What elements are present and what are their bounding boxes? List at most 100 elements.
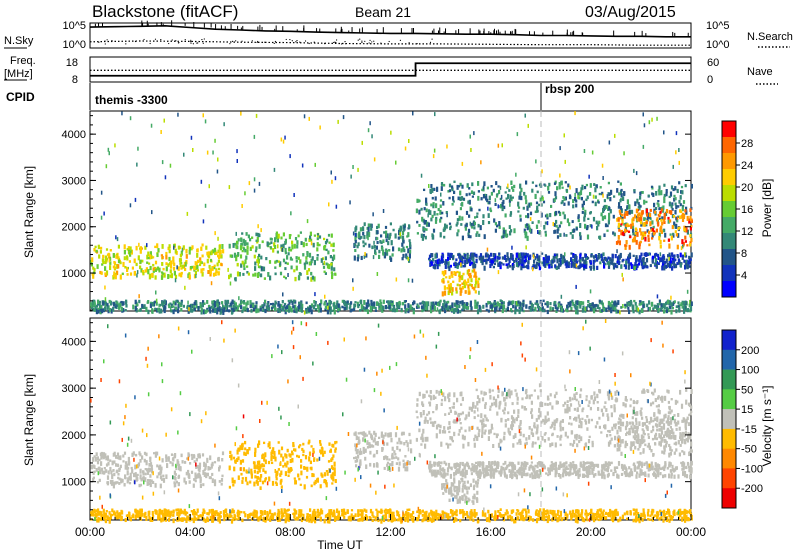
power-cell — [572, 261, 575, 266]
power-cell — [236, 271, 240, 277]
power-cell — [669, 219, 672, 223]
power-cell — [652, 307, 655, 311]
power-cell — [422, 233, 425, 238]
power-cell-noise — [420, 173, 423, 178]
power-cell — [400, 309, 403, 313]
velocity-cell — [254, 452, 257, 457]
velocity-cell — [129, 477, 132, 481]
power-cell — [651, 220, 654, 225]
power-cell — [456, 308, 459, 314]
power-cell — [614, 264, 617, 268]
power-cell — [465, 302, 468, 306]
power-cell — [665, 309, 668, 314]
power-cell — [660, 303, 663, 308]
velocity-cell — [327, 460, 331, 463]
power-cell — [257, 308, 260, 313]
power-cell — [682, 204, 685, 208]
velocity-cell — [331, 473, 334, 477]
power-cell — [343, 299, 346, 305]
power-cell — [436, 186, 439, 192]
power-cell — [511, 254, 514, 260]
power-cell — [271, 307, 274, 310]
power-cell — [654, 305, 657, 308]
power-cell — [154, 275, 157, 280]
velocity-cell — [282, 456, 285, 462]
power-cell — [133, 258, 136, 264]
velocity-cell — [306, 466, 309, 472]
power-cell — [659, 217, 662, 220]
power-cell — [569, 232, 572, 235]
power-cell-noise — [104, 297, 107, 302]
velocity-cell — [97, 466, 100, 471]
velocity-cell — [614, 391, 617, 396]
velocity-cell — [530, 428, 533, 431]
power-cell — [676, 262, 679, 266]
velocity-cell — [457, 413, 460, 416]
power-cell — [518, 261, 521, 266]
power-cell — [126, 273, 129, 276]
velocity-cell — [428, 401, 432, 407]
velocity-cell — [384, 455, 387, 459]
power-cell — [463, 279, 467, 283]
power-cell — [401, 249, 404, 252]
station-title: Blackstone (fitACF) — [92, 2, 238, 21]
power-cell — [235, 256, 238, 262]
power-cell — [565, 188, 568, 192]
velocity-cell — [614, 435, 617, 441]
velocity-cell — [92, 464, 95, 468]
power-cell — [358, 236, 362, 240]
power-cell — [570, 263, 573, 268]
power-cell — [513, 259, 516, 264]
power-cell — [653, 255, 656, 259]
power-cell — [284, 238, 287, 244]
velocity-cell — [530, 431, 533, 435]
power-cell — [388, 236, 391, 241]
velocity-cell — [638, 473, 641, 478]
power-cell — [597, 199, 600, 203]
velocity-cell — [536, 426, 539, 431]
velocity-cell — [423, 394, 426, 398]
velocity-cell — [221, 451, 225, 456]
power-cell — [522, 263, 525, 269]
velocity-cell — [600, 408, 603, 413]
power-cell — [385, 230, 388, 236]
velocity-cell — [189, 462, 192, 465]
velocity-cell — [480, 413, 483, 419]
power-cell — [243, 267, 246, 271]
power-cell — [671, 306, 674, 310]
power-cell — [155, 301, 158, 306]
power-cell — [688, 260, 691, 265]
power-cell — [591, 200, 594, 204]
velocity-cell — [511, 424, 515, 427]
velocity-cell — [453, 431, 456, 437]
nsearch-dot — [190, 42, 192, 44]
power-cell — [635, 305, 638, 311]
power-cell — [635, 215, 638, 219]
power-cell — [284, 251, 287, 255]
power-cell — [168, 249, 171, 254]
power-cell-noise — [136, 162, 138, 167]
velocity-cell — [653, 412, 656, 417]
power-cell — [449, 225, 452, 229]
velocity-cell — [271, 461, 274, 465]
velocity-cell — [613, 424, 616, 427]
power-cell-noise — [184, 285, 186, 290]
power-cell — [118, 303, 121, 309]
power-cell — [258, 253, 261, 258]
velocity-cell — [624, 398, 627, 402]
velocity-cell — [363, 434, 366, 438]
velocity-cell — [516, 396, 519, 401]
power-cell — [640, 191, 643, 194]
velocity-cell — [272, 447, 275, 452]
velocity-cell — [642, 390, 645, 394]
power-cell — [577, 192, 580, 196]
power-cell — [588, 303, 591, 308]
power-cell — [303, 264, 307, 270]
power-cell — [423, 219, 426, 225]
power-cell — [243, 302, 246, 305]
velocity-cell — [507, 411, 510, 415]
power-cell — [476, 212, 479, 215]
power-cell-noise — [470, 148, 472, 152]
power-cell — [577, 214, 580, 219]
